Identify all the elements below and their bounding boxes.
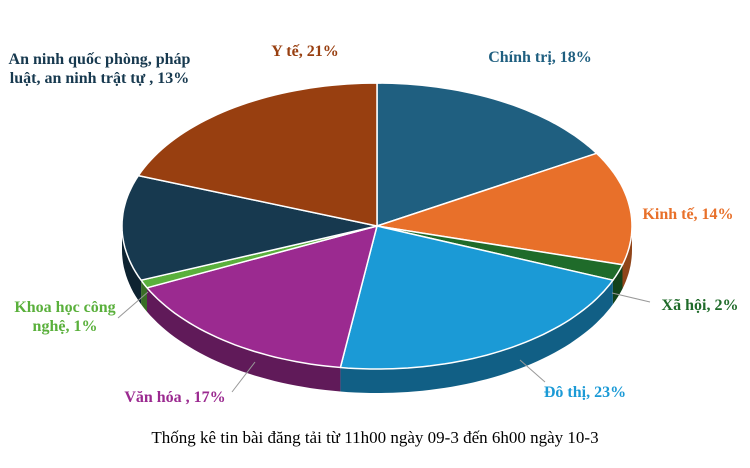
leader-line [611, 292, 651, 303]
slice-top [376, 82, 599, 228]
slice-top [121, 174, 378, 282]
slice-side [340, 280, 613, 393]
pie-slice [376, 82, 599, 228]
pie-slice [121, 174, 378, 305]
leader-line [519, 359, 546, 383]
data-label: An ninh quốc phòng, pháp luật, an ninh t… [8, 51, 191, 87]
data-label: Xã hội, 2% [661, 297, 739, 314]
data-label: Y tế, 21% [271, 43, 339, 60]
slice-side [612, 264, 623, 305]
slice-top [145, 224, 379, 369]
data-label: Văn hóa , 17% [124, 389, 226, 406]
leader-line [117, 291, 149, 319]
chart-title: Thống kê tin bài đăng tải từ 11h00 ngày … [151, 428, 599, 447]
slice-side [147, 287, 341, 392]
pie-slice [145, 224, 379, 392]
slice-top [339, 225, 615, 370]
data-label: Chính trị, 18% [488, 49, 592, 66]
data-label: Đô thị, 23% [543, 384, 627, 401]
leader-line [231, 361, 256, 393]
pie-slice [137, 82, 378, 227]
slice-top [137, 82, 378, 227]
slice-top [376, 152, 633, 266]
pie-slice [376, 152, 633, 289]
data-label: Kinh tế, 14% [642, 206, 734, 223]
pie-slice [339, 225, 615, 393]
slice-side [622, 226, 632, 289]
data-label: Khoa học công nghệ, 1% [14, 299, 116, 335]
